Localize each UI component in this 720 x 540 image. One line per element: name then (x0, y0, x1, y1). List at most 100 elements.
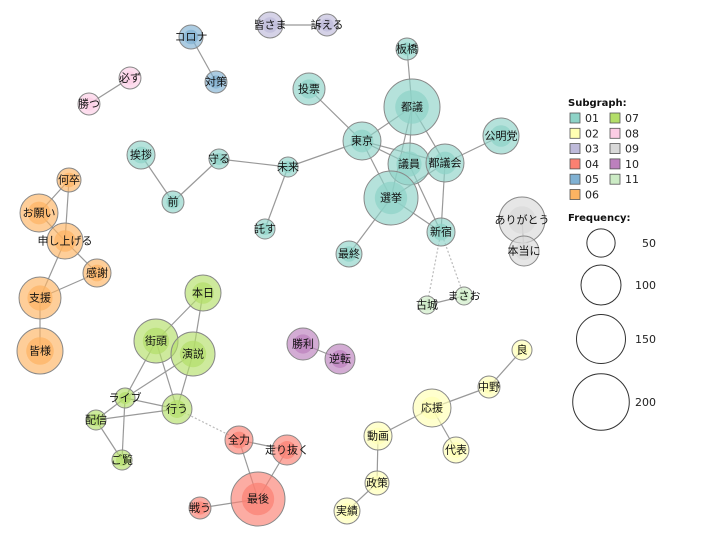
node-label: コロナ (175, 31, 208, 44)
node[interactable]: 街頭 (133, 318, 179, 364)
node[interactable]: 古城 (416, 295, 438, 315)
node[interactable]: 勝つ (77, 92, 101, 116)
node[interactable]: 応援 (412, 388, 452, 428)
subgraph-label: 01 (585, 112, 599, 125)
node-core (369, 475, 385, 491)
node-label: 支援 (29, 291, 51, 305)
subgraph-swatch (609, 158, 621, 170)
node-label: 感謝 (86, 266, 108, 280)
node[interactable]: 訴える (311, 13, 344, 37)
node[interactable]: 動画 (363, 421, 393, 451)
node-label: 動画 (367, 429, 389, 443)
node[interactable]: 未来 (277, 156, 299, 178)
node[interactable]: 中野 (477, 375, 501, 399)
node[interactable]: 必ず (118, 66, 142, 90)
node-core (116, 454, 128, 466)
node[interactable]: ご覧 (111, 449, 133, 471)
subgraph-label: 06 (585, 189, 599, 202)
subgraph-legend-items: 01 02 03 04 05 06 07 08 09 10 11 (569, 112, 639, 202)
node[interactable]: 都議会 (425, 143, 465, 183)
node[interactable]: 政策 (364, 470, 390, 496)
node-label: ご覧 (111, 453, 133, 467)
node-core (421, 299, 433, 311)
node-label: 走り抜く (265, 443, 309, 457)
node-core (262, 17, 278, 33)
node[interactable]: 対策 (204, 70, 228, 94)
node-label: 逆転 (329, 352, 351, 366)
subgraph-swatch (609, 112, 621, 124)
node[interactable]: 公明党 (482, 117, 520, 155)
node[interactable]: 板橋 (395, 37, 419, 61)
node[interactable]: 都議 (383, 78, 441, 136)
node[interactable]: 代表 (442, 436, 470, 464)
subgraph-swatch (569, 158, 581, 170)
node-core (168, 400, 186, 418)
node[interactable]: 守る (208, 148, 230, 170)
node[interactable]: 演説 (170, 331, 216, 377)
node-core (90, 414, 102, 426)
node[interactable]: ライブ (109, 387, 142, 409)
subgraph-label: 11 (625, 173, 639, 186)
frequency-circle (580, 264, 622, 306)
node-core (331, 350, 349, 368)
node[interactable]: ありがとう (495, 196, 550, 244)
node[interactable]: 申し上げる (38, 222, 93, 260)
subgraph-swatch (609, 127, 621, 139)
node-label: 本当に (508, 244, 541, 258)
node[interactable]: 皆さま (254, 11, 287, 39)
node[interactable]: 新宿 (426, 217, 456, 247)
node-label: 皆さま (254, 19, 287, 32)
node[interactable]: 行う (161, 393, 193, 425)
node[interactable]: 支援 (18, 276, 62, 320)
node-label: ありがとう (495, 213, 550, 227)
node[interactable]: 最後 (230, 471, 286, 527)
node[interactable]: 全力 (224, 425, 254, 455)
node-core (339, 503, 355, 519)
node-label: 何卒 (58, 173, 80, 187)
node[interactable]: 本当に (508, 235, 541, 267)
frequency-label: 50 (642, 237, 656, 250)
node[interactable]: 前 (161, 190, 185, 214)
node-core (193, 501, 207, 515)
node[interactable]: 本日 (184, 274, 222, 312)
node-label: 訴える (311, 18, 344, 32)
node[interactable]: 東京 (342, 121, 382, 161)
node[interactable]: 走り抜く (265, 434, 309, 466)
frequency-circle (586, 228, 616, 258)
node[interactable]: 感謝 (82, 258, 112, 288)
node[interactable]: 投票 (292, 72, 326, 106)
node[interactable]: 挨拶 (126, 140, 156, 170)
node-label: 勝利 (292, 337, 314, 351)
node-core (230, 431, 248, 449)
node[interactable]: 託す (254, 218, 276, 240)
subgraph-swatch (569, 189, 581, 200)
subgraph-label: 02 (585, 127, 599, 140)
node-core (61, 172, 77, 188)
node-label: 申し上げる (38, 235, 93, 248)
node-label: 守る (208, 152, 230, 166)
node[interactable]: 実績 (333, 497, 361, 525)
node-label: 託す (254, 222, 276, 236)
frequency-label: 200 (635, 396, 656, 409)
edge (440, 231, 465, 297)
node[interactable]: 配信 (85, 409, 107, 431)
node-label: 勝つ (78, 97, 100, 111)
node[interactable]: 逆転 (324, 343, 356, 375)
node-label: まさお (448, 290, 481, 303)
node[interactable]: 何卒 (56, 167, 82, 193)
node[interactable]: お願い (19, 193, 59, 233)
node-core (341, 246, 357, 262)
node-label: 未来 (277, 161, 299, 174)
node[interactable]: 勝利 (286, 327, 320, 361)
node[interactable]: まさお (448, 286, 481, 306)
node[interactable]: 選挙 (363, 170, 419, 226)
node[interactable]: 最終 (335, 240, 363, 268)
subgraph-swatch (569, 143, 581, 155)
node-label: 応援 (421, 401, 443, 415)
node[interactable]: 皆様 (16, 327, 64, 375)
node[interactable]: コロナ (175, 24, 208, 50)
subgraph-swatch (569, 173, 581, 185)
node-label: 中野 (478, 381, 500, 394)
node[interactable]: 良 (511, 339, 533, 361)
node[interactable]: 戦う (188, 496, 212, 520)
